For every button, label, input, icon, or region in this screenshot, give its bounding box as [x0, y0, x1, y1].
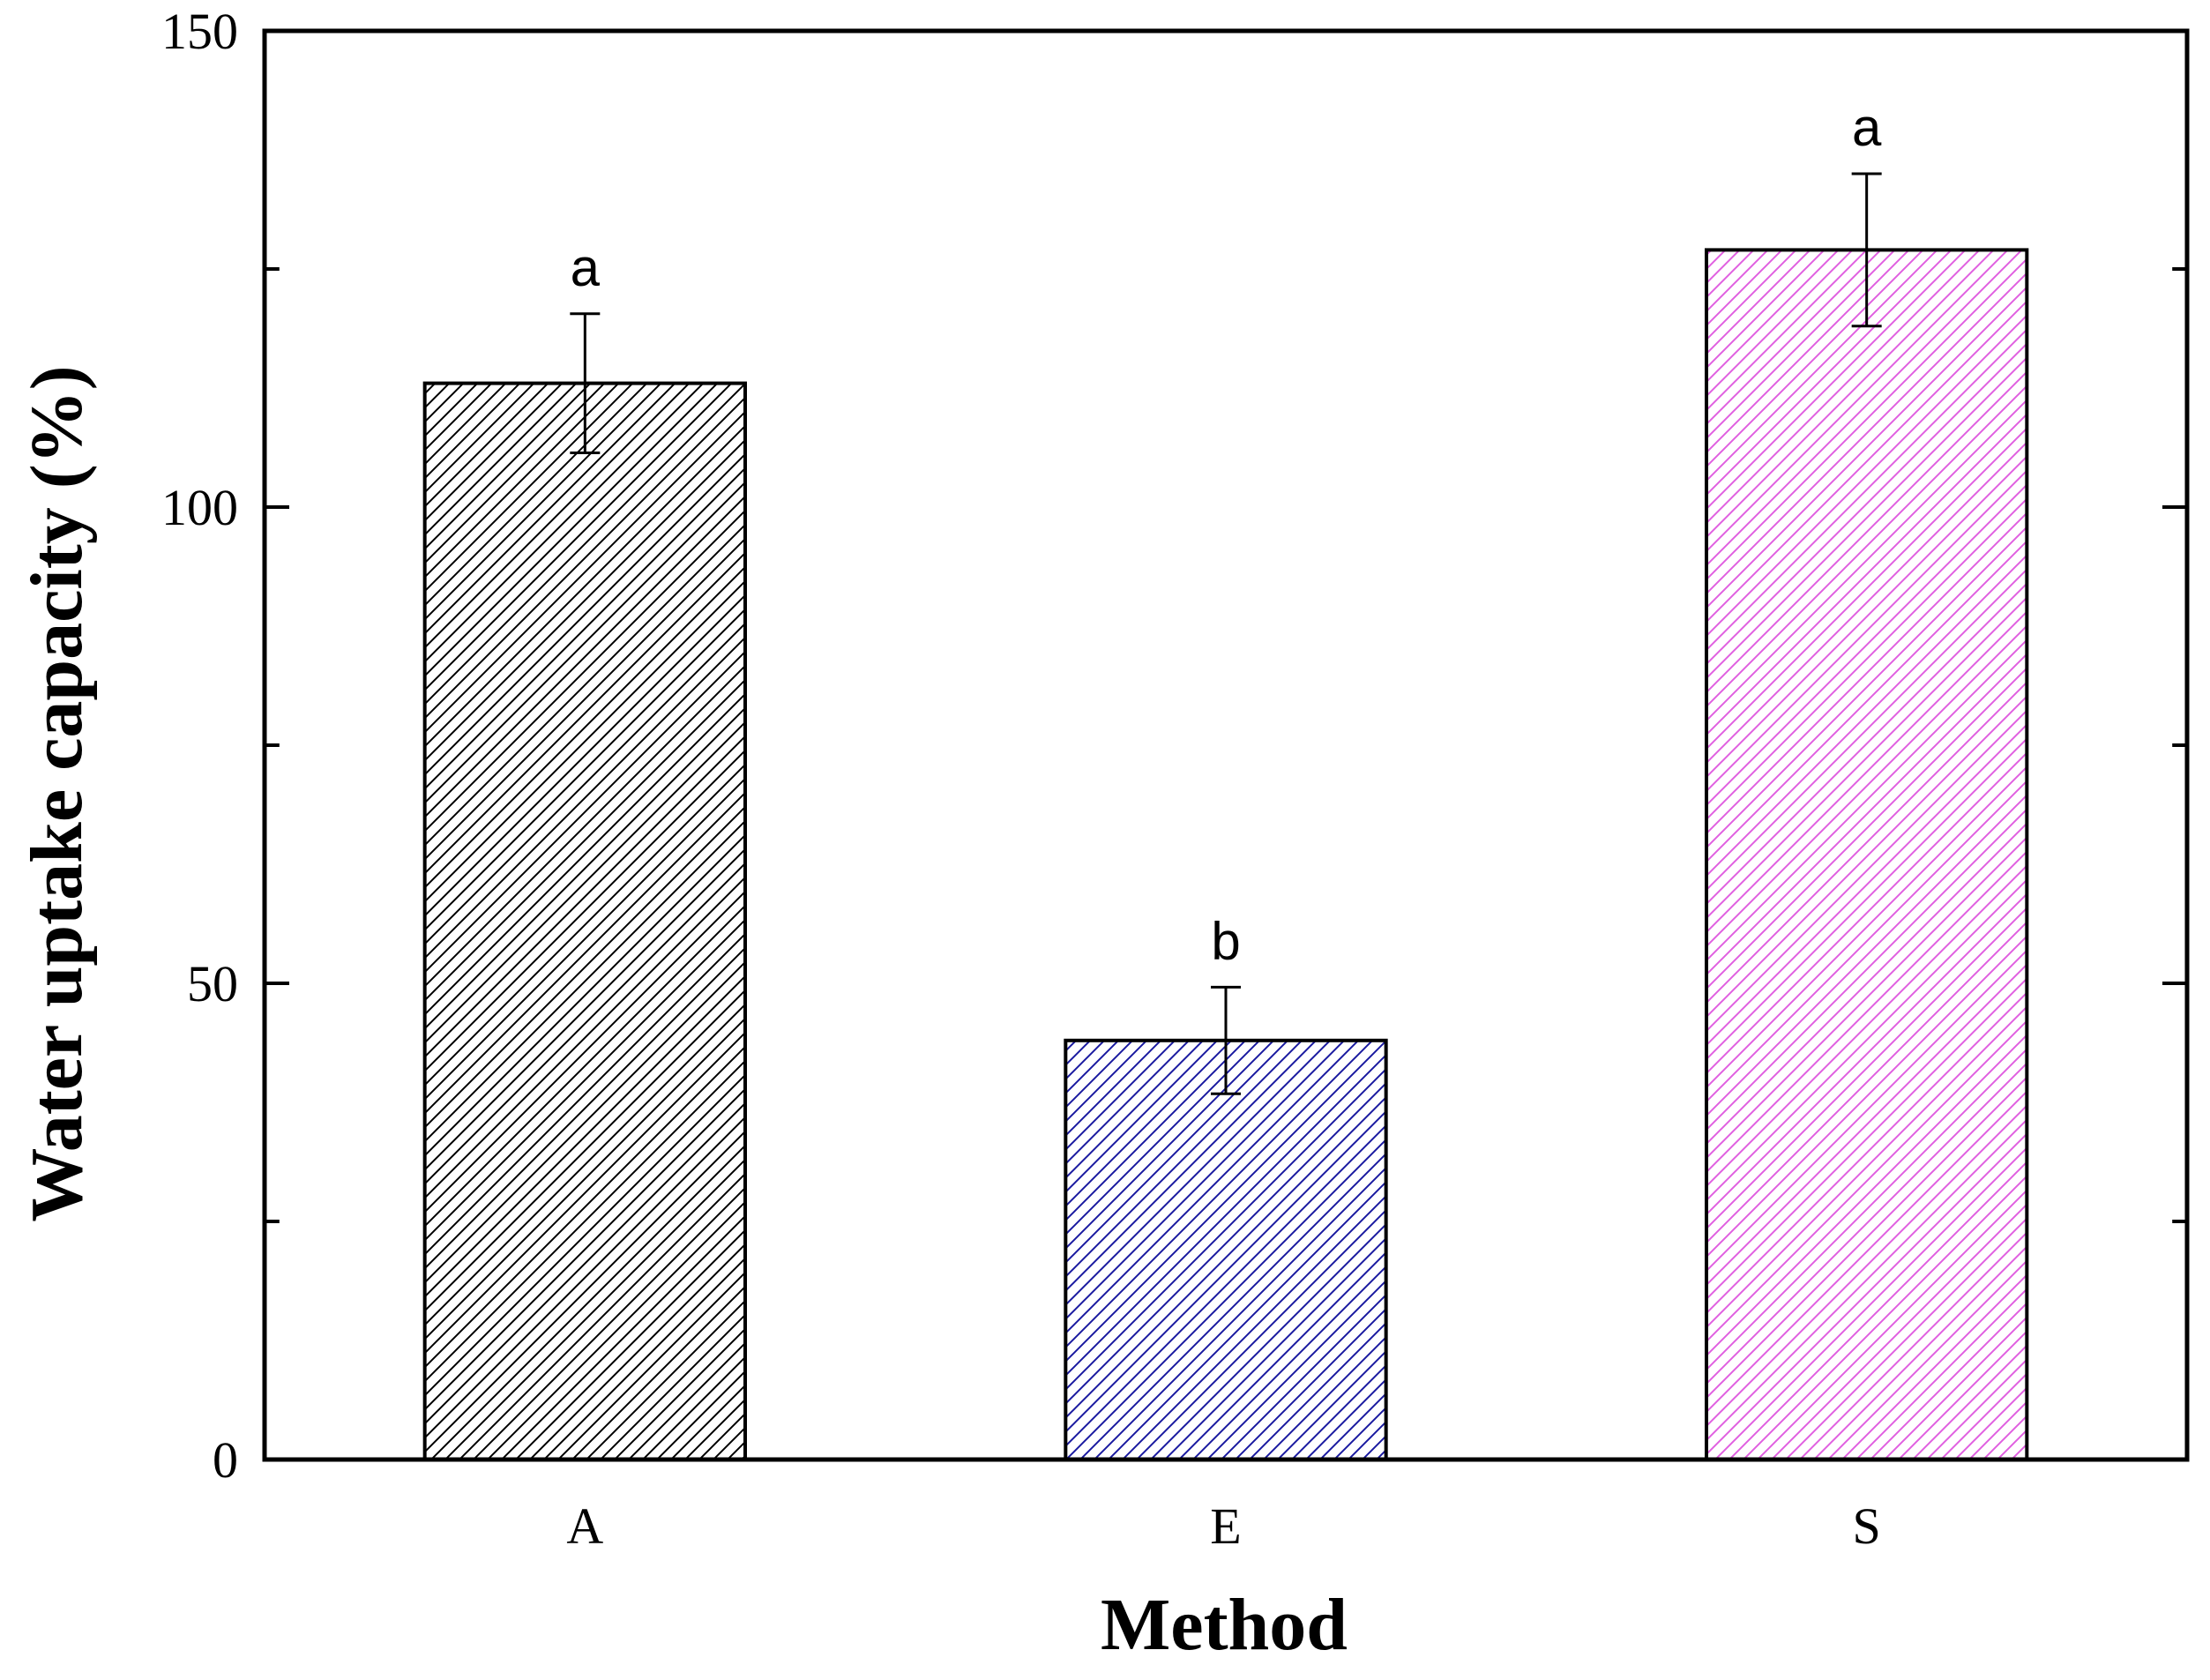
significance-label-A: a	[571, 238, 601, 297]
x-tick-label-S: S	[1853, 1497, 1881, 1555]
y-tick-label: 50	[187, 955, 238, 1012]
significance-label-E: b	[1211, 911, 1240, 970]
y-tick-label: 0	[213, 1431, 238, 1489]
bar-E	[1064, 1038, 1388, 1462]
x-axis-title: Method	[1101, 1584, 1348, 1666]
error-bar-A	[570, 312, 601, 454]
significance-labels-layer: a b a	[571, 98, 1882, 970]
bar-S	[1705, 248, 2029, 1461]
error-bar-S	[1851, 172, 1882, 328]
y-tick-label: 100	[161, 479, 238, 536]
y-axis-title: Water uptake capacity (%)	[16, 365, 98, 1221]
x-tick-label-A: A	[566, 1497, 603, 1555]
bars-layer	[422, 248, 2029, 1462]
x-tick-label-E: E	[1210, 1497, 1241, 1555]
y-tick-label: 150	[161, 3, 238, 60]
error-bar-E	[1211, 985, 1241, 1095]
error-bars-layer	[570, 172, 1882, 1095]
axes-layer: 0 50 100 150 A E S	[161, 3, 2190, 1555]
bar-A	[422, 381, 747, 1462]
significance-label-S: a	[1852, 98, 1882, 157]
